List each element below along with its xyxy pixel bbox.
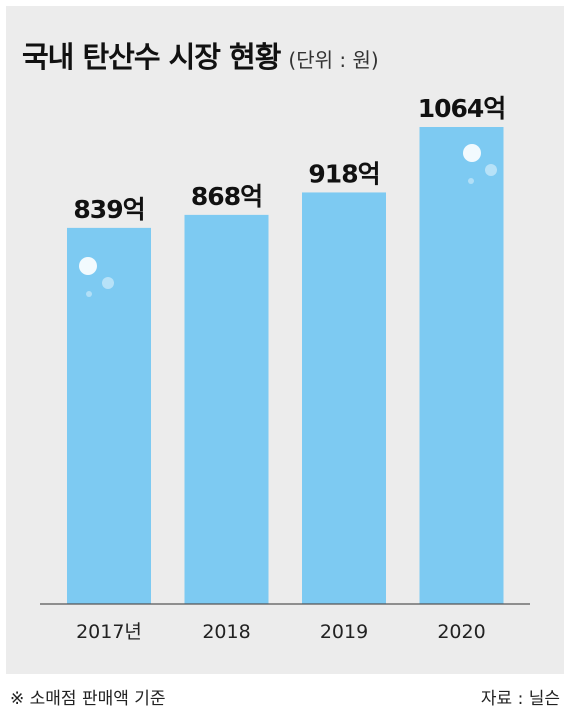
x-tick-label: 2018 [202, 621, 250, 643]
bubble-decoration [468, 178, 474, 184]
bubble-decoration [463, 144, 481, 162]
data-label: 1064억 [418, 94, 506, 123]
x-tick-label: 2017년 [76, 621, 142, 643]
source-note: 자료 : 닐슨 [480, 689, 560, 709]
data-label: 839억 [73, 195, 144, 224]
bar-2019 [302, 192, 386, 604]
data-label: 868억 [191, 182, 262, 211]
data-label: 918억 [308, 159, 379, 188]
x-tick-label: 2019 [320, 621, 368, 643]
bubble-decoration [86, 291, 92, 297]
bubble-decoration [485, 164, 497, 176]
chart-title: 국내 탄산수 시장 현황 [22, 40, 281, 74]
bar-2018 [184, 214, 269, 605]
bubble-decoration [102, 277, 114, 289]
bar-2017년 [67, 227, 151, 604]
x-tick-label: 2020 [437, 621, 485, 643]
bar-2020 [419, 127, 504, 604]
bubble-decoration [79, 257, 97, 275]
unit-label: (단위 : 원) [288, 48, 379, 72]
chart-title-block: 국내 탄산수 시장 현황 (단위 : 원) [22, 34, 379, 76]
footnote: ※ 소매점 판매액 기준 [10, 689, 166, 709]
